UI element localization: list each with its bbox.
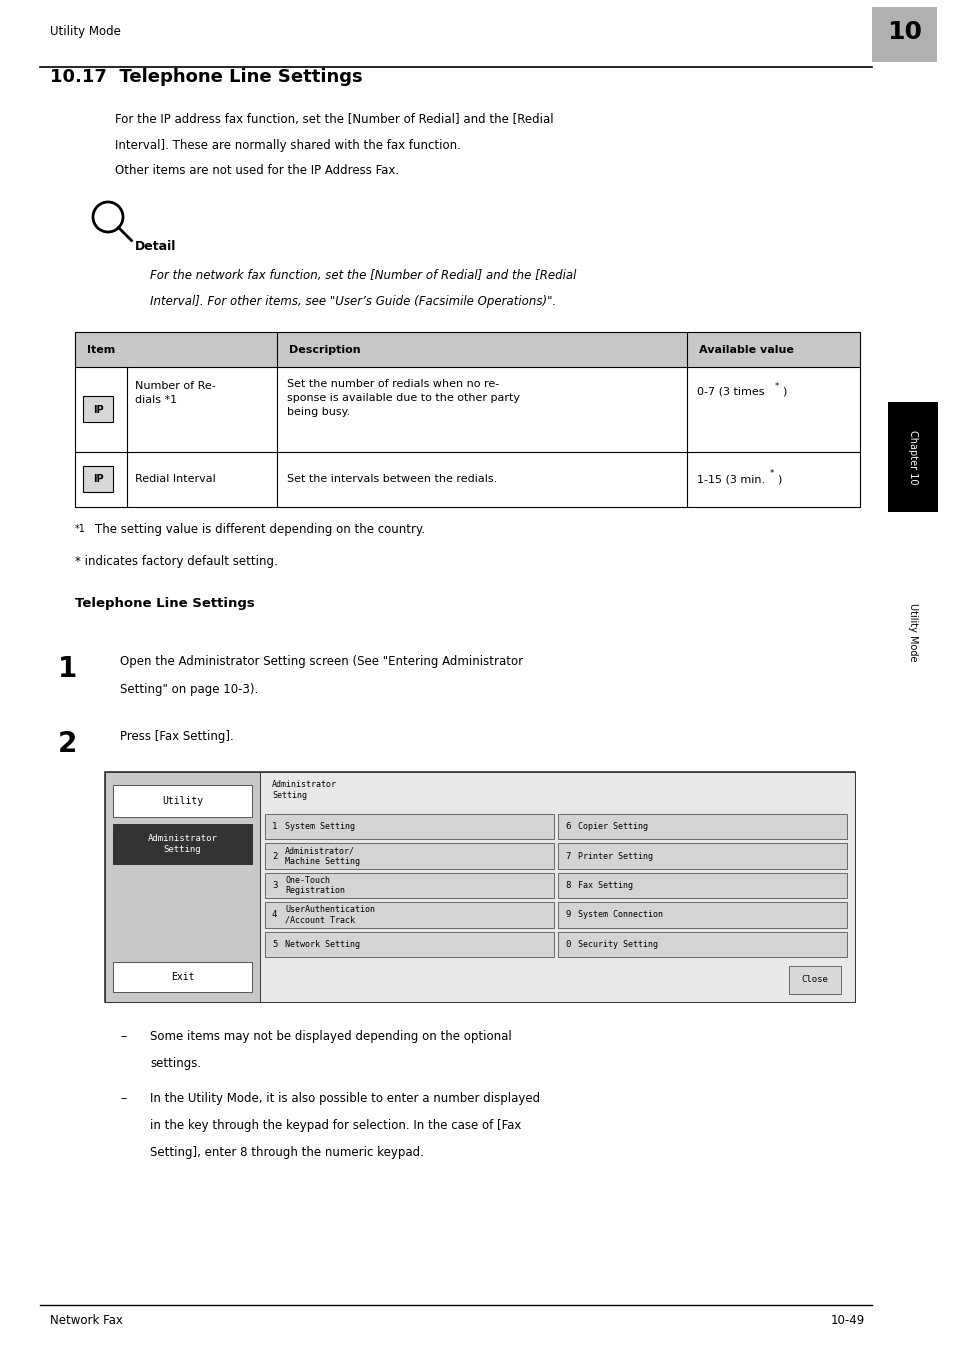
Bar [265,873,554,898]
Bar [112,823,252,864]
Text: In the Utility Mode, it is also possible to enter a number displayed: In the Utility Mode, it is also possible… [150,1092,539,1105]
Text: ): ) [776,475,781,484]
Text: * indicates factory default setting.: * indicates factory default setting. [75,554,277,568]
Text: Utility Mode: Utility Mode [907,603,917,661]
Text: –: – [120,1092,126,1105]
Text: ): ) [781,387,785,397]
Text: Number of Re-
dials *1: Number of Re- dials *1 [135,381,215,406]
Text: Open the Administrator Setting screen (See "Entering Administrator: Open the Administrator Setting screen (S… [120,654,522,668]
Text: The setting value is different depending on the country.: The setting value is different depending… [80,522,425,535]
Text: UserAuthentication
/Account Track: UserAuthentication /Account Track [285,906,375,925]
Bar [558,814,846,840]
Text: Copier Setting: Copier Setting [578,822,647,831]
Text: Chapter 10: Chapter 10 [907,430,917,484]
Bar [83,396,112,422]
Text: Network Fax: Network Fax [50,1314,123,1326]
Text: Printer Setting: Printer Setting [578,852,652,861]
Text: –: – [120,1030,126,1042]
Text: Interval]. These are normally shared with the fax function.: Interval]. These are normally shared wit… [115,139,460,153]
Text: Fax Setting: Fax Setting [578,882,633,890]
Text: 10-49: 10-49 [830,1314,864,1326]
Bar [75,333,859,507]
Text: Utility: Utility [162,796,203,806]
Text: 0-7 (3 times: 0-7 (3 times [697,387,763,397]
Text: 5: 5 [272,940,277,949]
Text: 2: 2 [272,852,277,861]
Text: 10: 10 [886,20,921,45]
Text: 9: 9 [564,910,570,919]
Text: Administrator/
Machine Setting: Administrator/ Machine Setting [285,846,359,865]
Text: 1: 1 [58,654,77,683]
Text: Redial Interval: Redial Interval [135,475,215,484]
Bar [871,7,936,62]
Text: System Setting: System Setting [285,822,355,831]
Text: 0: 0 [564,940,570,949]
Bar [265,932,554,957]
Text: Press [Fax Setting].: Press [Fax Setting]. [120,730,233,744]
Bar [75,333,859,366]
Text: 2: 2 [58,730,77,758]
Text: One-Touch
Registration: One-Touch Registration [285,876,345,895]
Text: 7: 7 [564,852,570,861]
Text: Detail: Detail [135,241,176,254]
Bar [558,873,846,898]
Text: IP: IP [92,404,103,415]
Text: Other items are not used for the IP Address Fax.: Other items are not used for the IP Addr… [115,164,398,177]
Bar [112,963,252,992]
Text: settings.: settings. [150,1057,201,1069]
Text: For the IP address fax function, set the [Number of Redial] and the [Redial: For the IP address fax function, set the… [115,114,553,127]
Text: Administrator
Setting: Administrator Setting [272,780,336,800]
Text: Administrator
Setting: Administrator Setting [148,834,217,854]
Bar [83,465,112,492]
Text: For the network fax function, set the [Number of Redial] and the [Redial: For the network fax function, set the [N… [150,269,576,281]
Text: Setting" on page 10-3).: Setting" on page 10-3). [120,683,258,696]
Text: 4: 4 [272,910,277,919]
Bar [265,844,554,869]
Text: Description: Description [289,345,360,354]
Text: 1-15 (3 min.: 1-15 (3 min. [697,475,764,484]
Text: Set the intervals between the redials.: Set the intervals between the redials. [287,475,497,484]
Text: Interval]. For other items, see "User’s Guide (Facsimile Operations)".: Interval]. For other items, see "User’s … [150,295,556,307]
Text: Security Setting: Security Setting [578,940,658,949]
Text: Utility Mode: Utility Mode [50,26,121,38]
Text: Exit: Exit [171,972,194,982]
Bar [105,772,260,1002]
Text: Setting], enter 8 through the numeric keypad.: Setting], enter 8 through the numeric ke… [150,1146,423,1159]
Text: *: * [769,469,774,479]
Text: Telephone Line Settings: Telephone Line Settings [75,596,254,610]
Text: 10.17  Telephone Line Settings: 10.17 Telephone Line Settings [50,68,362,87]
Bar [105,772,854,1002]
Text: 3: 3 [272,882,277,890]
Bar [558,932,846,957]
Bar [112,786,252,817]
Text: System Connection: System Connection [578,910,662,919]
Bar [887,402,937,512]
Text: Close: Close [801,976,827,984]
Text: Network Setting: Network Setting [285,940,359,949]
Text: Available value: Available value [699,345,793,354]
Bar [788,965,841,994]
Text: Item: Item [87,345,115,354]
Bar [265,814,554,840]
Text: in the key through the keypad for selection. In the case of [Fax: in the key through the keypad for select… [150,1119,521,1132]
Bar [260,772,854,1002]
Text: Some items may not be displayed depending on the optional: Some items may not be displayed dependin… [150,1030,511,1042]
Text: *1: *1 [75,525,86,534]
Bar [265,902,554,927]
Text: Set the number of redials when no re-
sponse is available due to the other party: Set the number of redials when no re- sp… [287,379,519,416]
Bar [558,844,846,869]
Text: 1: 1 [272,822,277,831]
Text: *: * [774,383,779,392]
Bar [558,902,846,927]
Text: 6: 6 [564,822,570,831]
Text: 8: 8 [564,882,570,890]
Text: IP: IP [92,475,103,484]
